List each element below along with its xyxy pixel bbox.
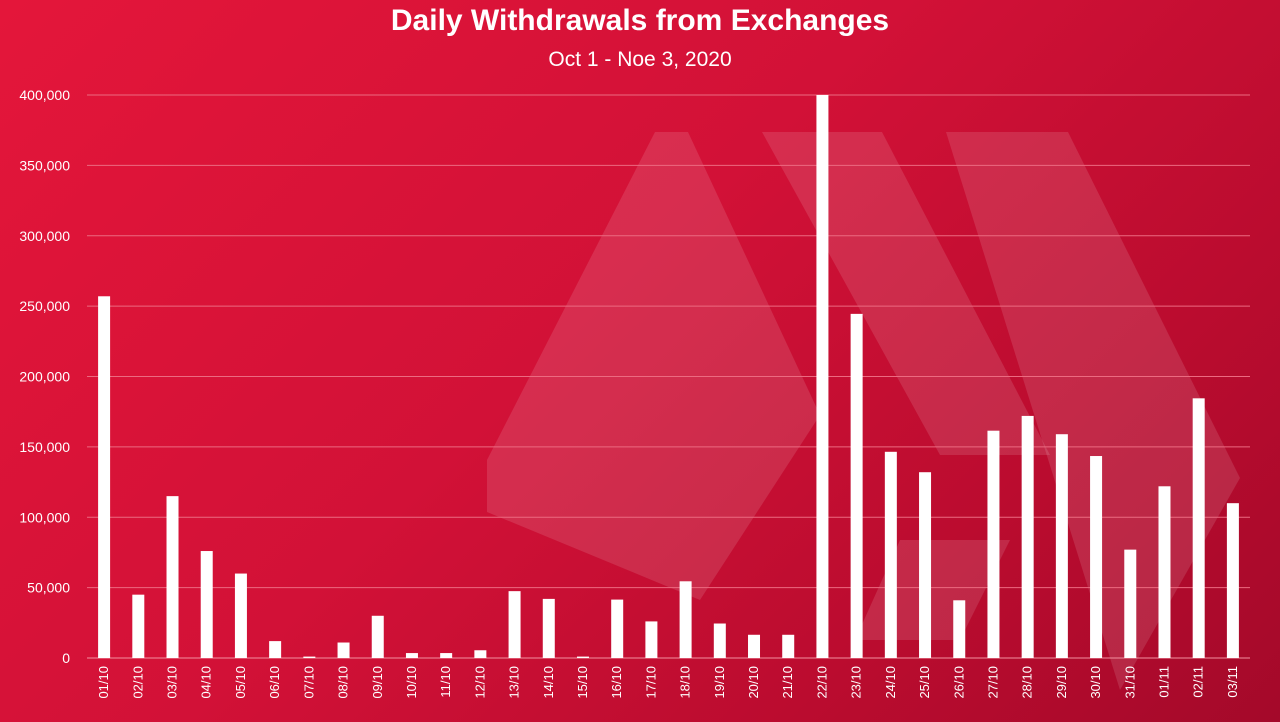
x-tick-label: 31/10	[1122, 666, 1137, 699]
x-axis: 01/10 02/10 03/10 04/10 05/10 06/10 07/10 08/10…	[96, 666, 1240, 699]
x-tick-label: 26/10	[951, 666, 966, 699]
y-tick-label: 400,000	[19, 87, 70, 103]
x-tick-label: 03/10	[165, 666, 180, 699]
y-tick-label: 200,000	[19, 369, 70, 385]
bar	[1055, 434, 1068, 658]
bar	[953, 600, 966, 658]
x-tick-label: 01/11	[1156, 666, 1171, 698]
x-tick-label: 23/10	[849, 666, 864, 699]
x-tick-label: 22/10	[814, 666, 829, 699]
x-tick-label: 05/10	[233, 666, 248, 699]
x-tick-label: 12/10	[472, 666, 487, 699]
bar	[1090, 456, 1103, 658]
bar	[576, 656, 589, 658]
x-tick-label: 20/10	[746, 666, 761, 699]
x-tick-label: 19/10	[712, 666, 727, 699]
bar	[713, 623, 726, 658]
bar	[234, 573, 247, 658]
bar	[884, 451, 897, 658]
y-tick-label: 50,000	[27, 580, 70, 596]
bar	[1021, 415, 1034, 658]
bars	[98, 95, 1239, 658]
bar	[337, 642, 350, 658]
bar	[611, 599, 624, 658]
bar	[679, 581, 692, 658]
x-tick-label: 04/10	[199, 666, 214, 699]
x-tick-label: 25/10	[917, 666, 932, 699]
bar	[440, 653, 453, 658]
x-tick-label: 13/10	[507, 666, 522, 699]
x-tick-label: 10/10	[404, 666, 419, 699]
x-tick-label: 29/10	[1054, 666, 1069, 699]
x-tick-label: 14/10	[541, 666, 556, 699]
x-tick-label: 07/10	[301, 666, 316, 699]
x-tick-label: 11/10	[438, 666, 453, 698]
bar	[919, 472, 932, 658]
x-tick-label: 28/10	[1020, 666, 1035, 699]
x-tick-label: 09/10	[370, 666, 385, 699]
chart-title: Daily Withdrawals from Exchanges	[390, 4, 890, 37]
bar	[748, 634, 761, 658]
bar	[850, 313, 863, 658]
bar	[166, 496, 179, 658]
bar	[303, 656, 316, 658]
bar	[782, 634, 795, 658]
x-tick-label: 16/10	[609, 666, 624, 699]
bar	[1192, 398, 1205, 658]
y-tick-label: 100,000	[19, 509, 70, 525]
x-tick-label: 03/11	[1225, 666, 1240, 698]
x-tick-label: 02/10	[130, 666, 145, 699]
bar	[371, 615, 384, 658]
x-tick-label: 06/10	[267, 666, 282, 699]
y-tick-label: 350,000	[19, 157, 70, 173]
bar	[1158, 486, 1171, 658]
bar	[645, 621, 658, 658]
bar	[1226, 503, 1239, 658]
y-tick-label: 250,000	[19, 298, 70, 314]
y-tick-label: 300,000	[19, 228, 70, 244]
x-tick-label: 02/11	[1191, 666, 1206, 698]
x-tick-label: 15/10	[575, 666, 590, 699]
bar	[98, 296, 111, 658]
bar	[200, 551, 213, 658]
x-tick-label: 17/10	[643, 666, 658, 699]
bar	[269, 641, 282, 658]
bar	[474, 650, 487, 658]
y-axis: 0 50,000 100,000 150,000 200,000 250,000 300,0…	[19, 87, 70, 666]
chart-subtitle: Oct 1 - Noe 3, 2020	[548, 48, 732, 71]
x-tick-label: 01/10	[96, 666, 111, 699]
y-tick-label: 150,000	[19, 439, 70, 455]
bar	[132, 594, 145, 658]
x-tick-label: 08/10	[336, 666, 351, 699]
y-tick-label: 0	[62, 650, 70, 666]
bar	[987, 430, 1000, 658]
gridlines	[87, 94, 1250, 659]
x-tick-label: 30/10	[1088, 666, 1103, 699]
bar	[508, 591, 521, 658]
bar	[816, 95, 829, 658]
x-tick-label: 18/10	[678, 666, 693, 699]
x-tick-label: 24/10	[883, 666, 898, 699]
bar	[1124, 549, 1137, 658]
bar	[542, 598, 555, 658]
bar	[405, 653, 418, 658]
x-tick-label: 21/10	[780, 666, 795, 699]
x-tick-label: 27/10	[985, 666, 1000, 699]
